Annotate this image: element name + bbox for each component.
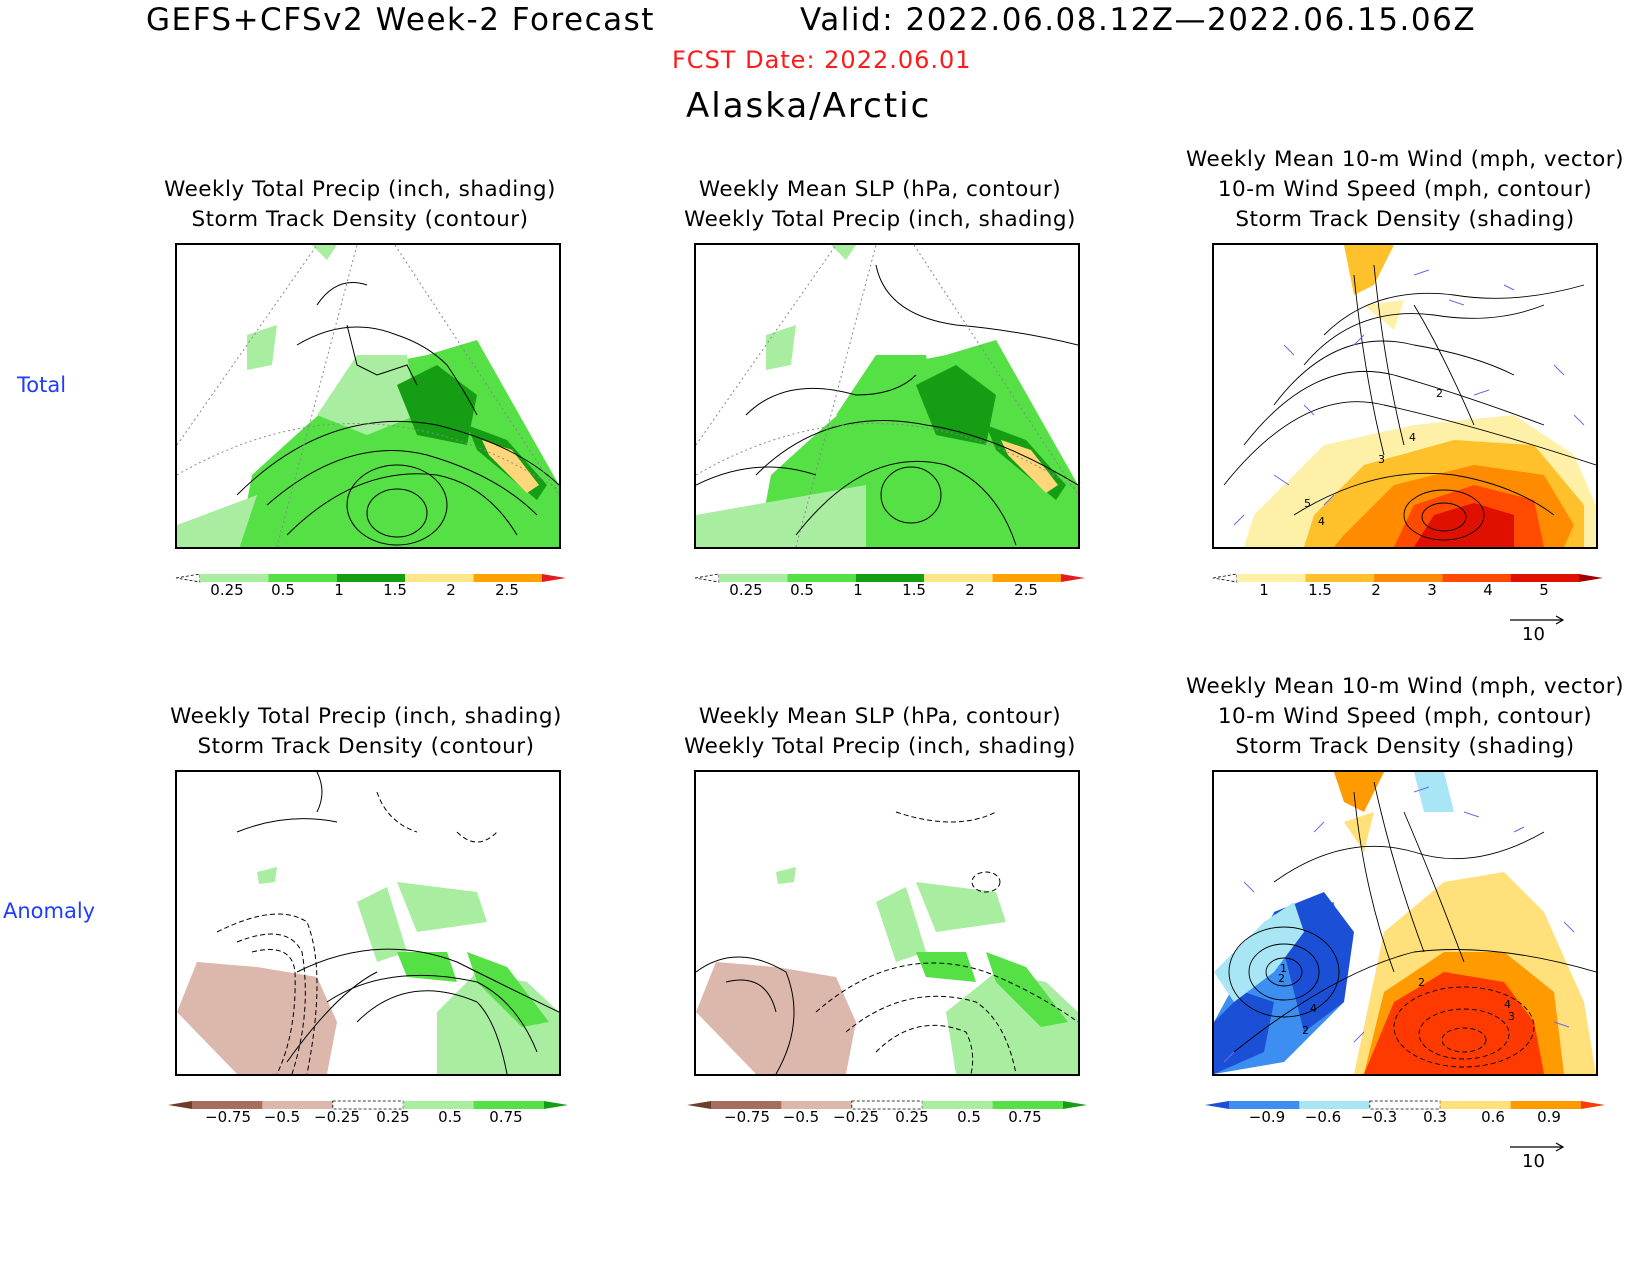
svg-text:5: 5 bbox=[1304, 497, 1311, 510]
reference-vector-arrow-total bbox=[1508, 611, 1568, 625]
colorbar-ticks-storm-anomaly: −0.9 −0.6 −0.3 0.3 0.6 0.9 bbox=[1248, 1108, 1561, 1126]
colorbar-swatch bbox=[687, 1101, 711, 1109]
panel-title-slp-total: Weekly Mean SLP (hPa, contour) Weekly To… bbox=[684, 177, 1076, 232]
reference-vector-label-total: 10 bbox=[1522, 624, 1545, 645]
colorbar-swatch bbox=[851, 1100, 923, 1110]
svg-text:2: 2 bbox=[1418, 976, 1425, 989]
reference-vector-arrow-anomaly bbox=[1508, 1138, 1568, 1152]
forecast-date: FCST Date: 2022.06.01 bbox=[672, 46, 972, 74]
colorbar-swatch bbox=[336, 574, 406, 582]
colorbar-ticks-storm-total: 1 1.5 2 3 4 5 bbox=[1259, 581, 1549, 599]
svg-text:2: 2 bbox=[1302, 1024, 1309, 1037]
colorbar-swatch bbox=[1369, 1100, 1441, 1110]
svg-text:4: 4 bbox=[1310, 1002, 1317, 1015]
colorbar-swatch bbox=[1510, 1101, 1581, 1109]
panel-title-precip-total: Weekly Total Precip (inch, shading) Stor… bbox=[164, 177, 556, 232]
colorbar-swatch bbox=[1373, 574, 1443, 582]
colorbar-ticks-precip-total: 0.25 0.5 1 1.5 2 2.5 bbox=[210, 581, 519, 599]
colorbar-swatch bbox=[192, 1101, 263, 1109]
colorbar-swatch bbox=[473, 574, 542, 582]
colorbar-precip-total-2 bbox=[694, 571, 1085, 585]
map-precip-anomaly bbox=[175, 770, 561, 1076]
colorbar-swatch bbox=[1212, 573, 1238, 583]
map-slp-total bbox=[694, 243, 1080, 549]
colorbar-ticks-precip-anomaly-2: −0.75 −0.5 −0.25 0.25 0.5 0.75 bbox=[724, 1108, 1042, 1126]
svg-text:3: 3 bbox=[1508, 1010, 1515, 1023]
svg-text:3: 3 bbox=[1378, 453, 1385, 466]
colorbar-swatch bbox=[1205, 1101, 1229, 1109]
panel-title-wind-anomaly: Weekly Mean 10-m Wind (mph, vector) 10-m… bbox=[1186, 674, 1624, 759]
colorbar-swatch bbox=[200, 574, 269, 582]
colorbar-swatch bbox=[787, 574, 856, 582]
colorbar-swatch bbox=[711, 1101, 782, 1109]
valid-period: Valid: 2022.06.08.12Z—2022.06.15.06Z bbox=[800, 2, 1477, 38]
row-label-anomaly: Anomaly bbox=[3, 899, 96, 923]
map-wind-anomaly: 1 2 4 2 2 4 3 bbox=[1212, 770, 1598, 1076]
row-label-total: Total bbox=[17, 373, 67, 397]
region-title: Alaska/Arctic bbox=[686, 86, 932, 126]
colorbar-precip-total bbox=[175, 571, 566, 585]
colorbar-storm-anomaly bbox=[1205, 1098, 1605, 1112]
colorbar-swatch bbox=[855, 574, 925, 582]
svg-text:2: 2 bbox=[1278, 972, 1285, 985]
colorbar-swatch bbox=[473, 1101, 544, 1109]
colorbar-swatch bbox=[1442, 574, 1511, 582]
colorbar-swatch bbox=[1299, 1101, 1370, 1109]
colorbar-swatch bbox=[542, 574, 566, 582]
svg-text:4: 4 bbox=[1318, 515, 1325, 528]
svg-text:4: 4 bbox=[1504, 998, 1511, 1011]
panel-title-precip-anomaly: Weekly Total Precip (inch, shading) Stor… bbox=[170, 704, 562, 759]
colorbar-swatch bbox=[332, 1100, 404, 1110]
colorbar-swatch bbox=[175, 573, 201, 583]
colorbar-swatch bbox=[403, 1101, 474, 1109]
colorbar-swatch bbox=[992, 574, 1061, 582]
colorbar-precip-anomaly bbox=[168, 1098, 568, 1112]
colorbar-swatch bbox=[924, 574, 993, 582]
panel-title-slp-anomaly: Weekly Mean SLP (hPa, contour) Weekly To… bbox=[684, 704, 1076, 759]
colorbar-swatch bbox=[405, 574, 474, 582]
colorbar-swatch bbox=[544, 1101, 568, 1109]
panel-title-wind-total: Weekly Mean 10-m Wind (mph, vector) 10-m… bbox=[1186, 147, 1624, 232]
colorbar-swatch bbox=[781, 1101, 852, 1109]
colorbar-swatch bbox=[1229, 1101, 1300, 1109]
colorbar-swatch bbox=[1579, 574, 1603, 582]
colorbar-ticks-precip-total-2: 0.25 0.5 1 1.5 2 2.5 bbox=[729, 581, 1038, 599]
colorbar-swatch bbox=[1061, 574, 1085, 582]
colorbar-swatch bbox=[922, 1101, 993, 1109]
forecast-title: GEFS+CFSv2 Week-2 Forecast bbox=[146, 2, 655, 38]
map-wind-total: 2 3 4 5 4 bbox=[1212, 243, 1598, 549]
colorbar-precip-anomaly-2 bbox=[687, 1098, 1087, 1112]
colorbar-swatch bbox=[719, 574, 788, 582]
reference-vector-label-anomaly: 10 bbox=[1522, 1151, 1545, 1172]
svg-text:2: 2 bbox=[1436, 387, 1443, 400]
colorbar-swatch bbox=[168, 1101, 192, 1109]
colorbar-swatch bbox=[1510, 574, 1579, 582]
colorbar-swatch bbox=[1237, 574, 1306, 582]
colorbar-swatch bbox=[992, 1101, 1063, 1109]
colorbar-swatch bbox=[262, 1101, 333, 1109]
colorbar-swatch bbox=[1063, 1101, 1087, 1109]
colorbar-swatch bbox=[268, 574, 337, 582]
svg-text:4: 4 bbox=[1409, 431, 1416, 444]
colorbar-swatch bbox=[1305, 574, 1374, 582]
colorbar-ticks-precip-anomaly: −0.75 −0.5 −0.25 0.25 0.5 0.75 bbox=[205, 1108, 523, 1126]
colorbar-swatch bbox=[1581, 1101, 1605, 1109]
map-precip-total bbox=[175, 243, 561, 549]
colorbar-swatch bbox=[694, 573, 720, 583]
colorbar-swatch bbox=[1440, 1101, 1511, 1109]
map-slp-anomaly bbox=[694, 770, 1080, 1076]
colorbar-storm-total bbox=[1212, 571, 1603, 585]
svg-text:1: 1 bbox=[1280, 962, 1287, 975]
